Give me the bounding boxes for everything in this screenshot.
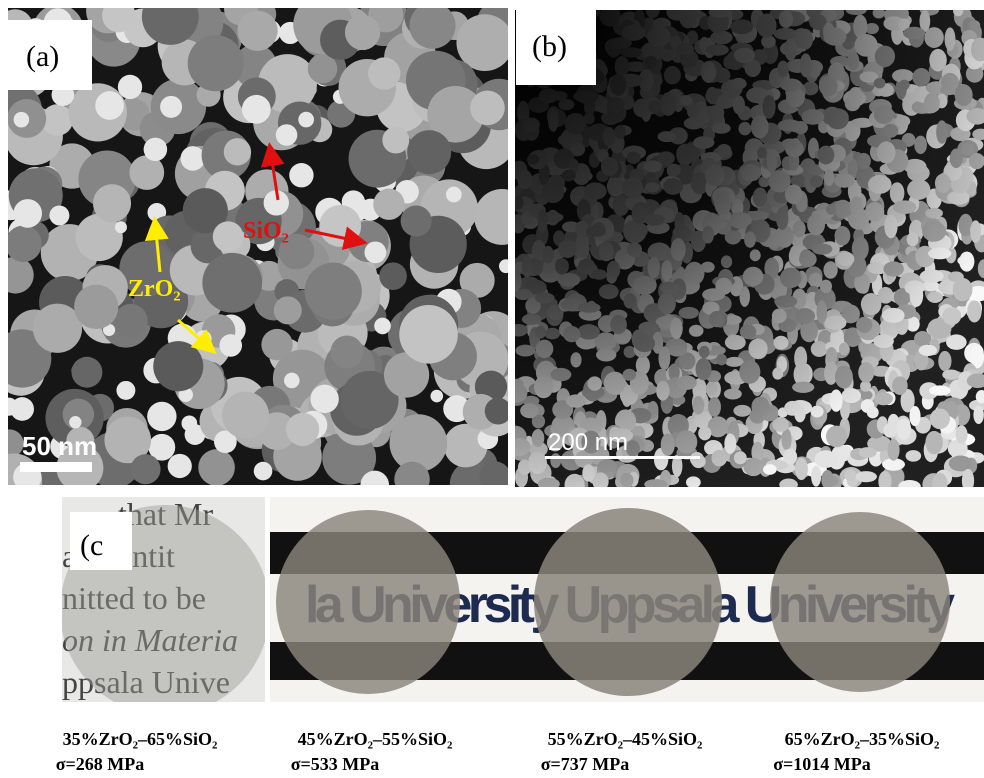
particle <box>485 398 512 425</box>
particle-core <box>254 462 273 481</box>
particle <box>261 329 292 360</box>
particle-core <box>180 146 205 171</box>
scale-bar <box>545 456 700 459</box>
particle <box>5 226 42 263</box>
sample-strength: σ=533 MPa <box>291 754 380 774</box>
particle-core <box>69 416 81 428</box>
particle <box>213 221 244 252</box>
panel-label: (a) <box>26 40 59 73</box>
particle <box>41 104 73 136</box>
particle-core <box>147 402 176 431</box>
particle-core <box>276 124 298 146</box>
particle <box>382 127 409 154</box>
particle-core <box>181 415 197 431</box>
particle-core <box>360 471 389 500</box>
particle <box>409 3 455 49</box>
particle-core <box>10 397 34 421</box>
annotation: SiO₂ <box>243 218 289 244</box>
particle <box>274 296 302 324</box>
particle <box>224 138 251 165</box>
particle <box>237 11 277 51</box>
panel-label: (b) <box>532 30 567 63</box>
figure: (a) (b) SiO₂ ZrO₂ 50 nm 200 nm that Mral… <box>0 0 984 778</box>
particle-core <box>242 95 271 124</box>
particle <box>331 336 364 369</box>
particle-core <box>446 187 462 203</box>
sample-disk <box>770 512 950 692</box>
scale-bar <box>20 462 92 472</box>
particle-core <box>95 91 124 120</box>
particle <box>222 392 269 439</box>
particle-core <box>374 318 391 335</box>
particle <box>102 0 136 32</box>
particle <box>305 263 362 320</box>
particle-core <box>298 112 314 128</box>
particle <box>153 341 203 391</box>
scale-bar-label: 50 nm <box>22 431 97 461</box>
particle <box>130 454 160 484</box>
sample-strength: σ=1014 MPa <box>773 754 871 774</box>
particle <box>93 184 131 222</box>
particle <box>71 357 102 388</box>
particle-core <box>115 221 127 233</box>
particle <box>401 205 432 236</box>
particle <box>394 462 429 497</box>
particle-core <box>144 138 168 162</box>
particle <box>345 15 380 50</box>
particle <box>198 449 235 486</box>
particle <box>202 253 262 313</box>
sample-composition: 65%ZrO₂–35%SiO₂ <box>785 729 940 749</box>
panel-label: (c <box>80 529 103 562</box>
particle-core <box>430 390 443 403</box>
particle-core <box>116 381 135 400</box>
sample-disk <box>534 508 722 696</box>
particle-core <box>499 259 513 273</box>
sample-strength: σ=737 MPa <box>541 754 630 774</box>
particle <box>479 461 510 492</box>
particle-core <box>310 385 338 413</box>
sample-composition: 45%ZrO₂–55%SiO₂ <box>298 729 453 749</box>
particle-core <box>14 112 30 128</box>
particle <box>379 262 407 290</box>
particle <box>407 130 451 174</box>
particle-core <box>219 334 242 357</box>
particle-core <box>160 96 182 118</box>
annotation: ZrO₂ <box>128 276 181 302</box>
particle <box>114 304 147 337</box>
particle-core <box>289 163 313 187</box>
particle <box>286 413 319 446</box>
particle <box>373 189 404 220</box>
particle <box>74 285 118 329</box>
sample-composition: 35%ZrO₂–65%SiO₂ <box>63 729 218 749</box>
particle <box>470 91 505 126</box>
sample-disk <box>276 510 460 694</box>
particle <box>188 35 244 91</box>
particle <box>399 305 458 364</box>
particle-core <box>49 205 69 225</box>
particle-core <box>284 373 300 389</box>
particle-core <box>13 199 42 228</box>
sample-strength: σ=268 MPa <box>56 754 145 774</box>
sample-composition: 55%ZrO₂–45%SiO₂ <box>548 729 703 749</box>
particle <box>368 57 400 89</box>
particle-core <box>364 241 386 263</box>
particle-core <box>168 454 192 478</box>
scale-bar-label: 200 nm <box>548 429 628 456</box>
